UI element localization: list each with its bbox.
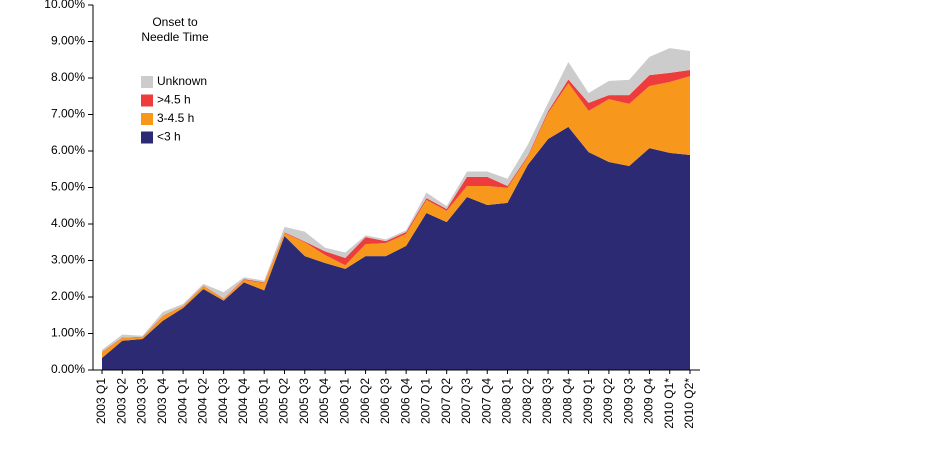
x-tick-label: 2003 Q3 <box>135 378 149 424</box>
area <box>102 69 690 353</box>
x-tick-label: 2003 Q1 <box>94 378 108 424</box>
x-tick-label: 2008 Q3 <box>540 378 554 424</box>
x-tick-label: 2006 Q1 <box>337 378 351 424</box>
legend-swatch <box>141 76 153 88</box>
x-tick-label: 2007 Q3 <box>459 378 473 424</box>
x-tick-label: 2003 Q2 <box>114 378 128 424</box>
y-tick-label: 6.00% <box>51 143 85 157</box>
x-tick-label: 2009 Q4 <box>642 378 656 424</box>
x-tick-label: 2005 Q3 <box>297 378 311 424</box>
y-tick-label: 4.00% <box>51 216 85 230</box>
y-tick-label: 1.00% <box>51 326 85 340</box>
y-tick-label: 9.00% <box>51 34 85 48</box>
y-tick-label: 3.00% <box>51 253 85 267</box>
legend-title: Needle Time <box>141 30 209 44</box>
area <box>102 48 690 352</box>
legend-label: 3-4.5 h <box>157 111 194 125</box>
legend-label: <3 h <box>157 130 181 144</box>
x-tick-label: 2006 Q2 <box>358 378 372 424</box>
x-tick-label: 2007 Q1 <box>419 378 433 424</box>
x-tick-label: 2007 Q4 <box>479 378 493 424</box>
x-tick-label: 2004 Q2 <box>196 378 210 424</box>
y-tick-label: 7.00% <box>51 107 85 121</box>
x-tick-label: 2009 Q2 <box>601 378 615 424</box>
x-tick-label: 2004 Q1 <box>175 378 189 424</box>
x-tick-label: 2009 Q1 <box>581 378 595 424</box>
x-tick-label: 2008 Q4 <box>561 378 575 424</box>
y-tick-label: 2.00% <box>51 289 85 303</box>
x-tick-label: 2004 Q4 <box>236 378 250 424</box>
x-tick-label: 2003 Q4 <box>155 378 169 424</box>
legend-label: >4.5 h <box>157 93 191 107</box>
x-tick-label: 2005 Q4 <box>317 378 331 424</box>
x-tick-label: 2009 Q3 <box>621 378 635 424</box>
x-tick-label: 2005 Q1 <box>256 378 270 424</box>
x-tick-label: 2004 Q3 <box>216 378 230 424</box>
x-tick-label: 2010 Q2* <box>682 378 696 429</box>
legend-swatch <box>141 131 153 144</box>
x-tick-label: 2010 Q1* <box>662 378 676 429</box>
y-tick-label: 10.00% <box>44 0 85 11</box>
area <box>102 126 690 370</box>
x-tick-label: 2007 Q2 <box>439 378 453 424</box>
legend-swatch <box>141 94 153 107</box>
x-tick-label: 2006 Q4 <box>398 378 412 424</box>
area <box>102 76 690 358</box>
legend-swatch <box>141 113 153 125</box>
y-tick-label: 8.00% <box>51 70 85 84</box>
y-tick-label: 5.00% <box>51 180 85 194</box>
x-tick-label: 2006 Q3 <box>378 378 392 424</box>
x-tick-label: 2005 Q2 <box>277 378 291 424</box>
x-tick-label: 2008 Q2 <box>520 378 534 424</box>
legend-title: Onset to <box>152 15 198 29</box>
y-tick-label: 0.00% <box>51 362 85 376</box>
x-tick-label: 2008 Q1 <box>500 378 514 424</box>
legend-label: Unknown <box>157 74 207 88</box>
